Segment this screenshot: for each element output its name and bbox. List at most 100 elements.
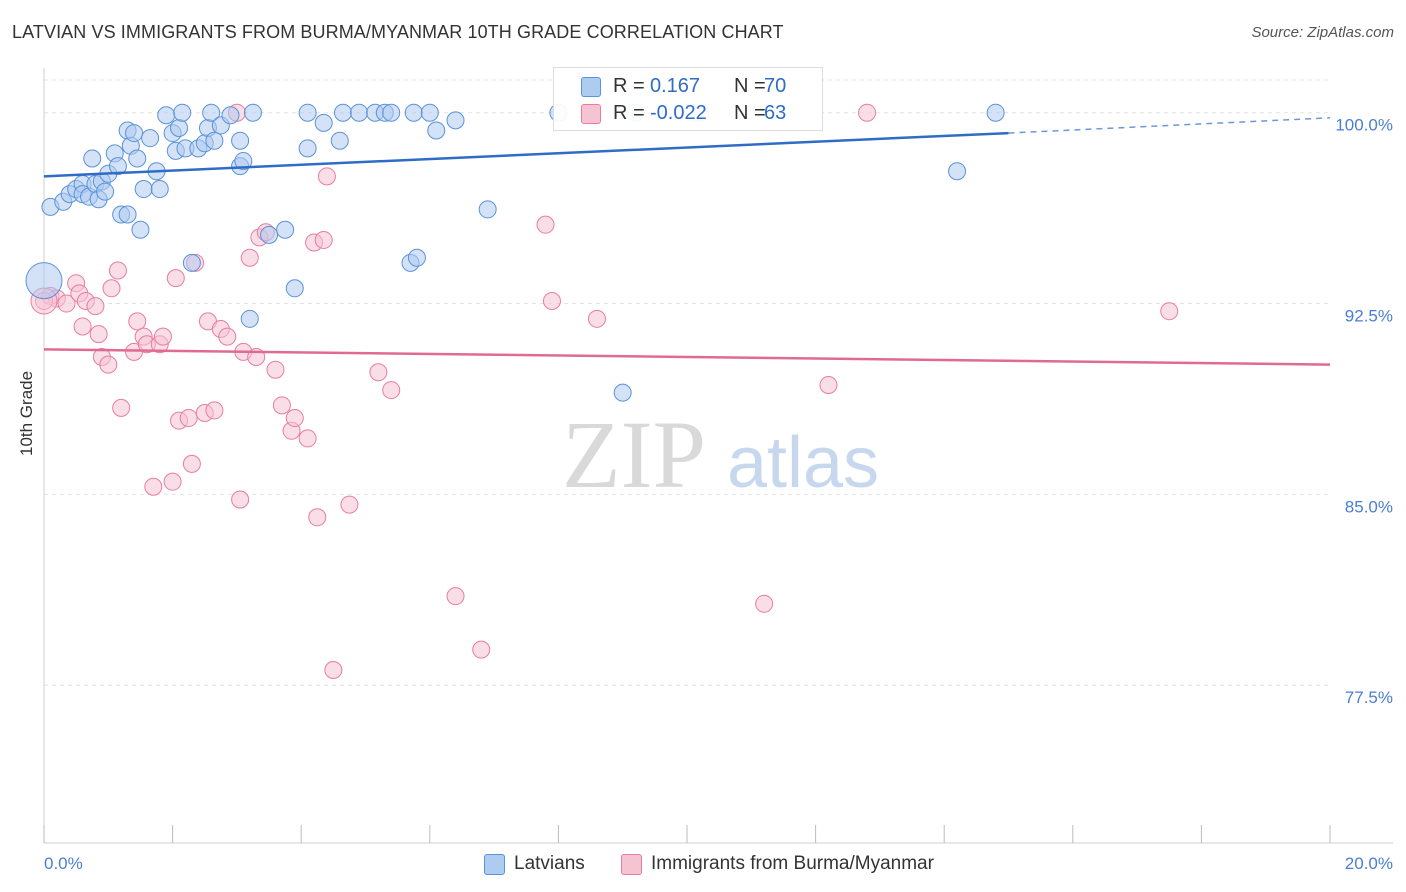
data-point-immigrants xyxy=(99,355,118,374)
trend-line-latvians-extension xyxy=(1008,117,1331,134)
data-point-latvians xyxy=(182,253,201,272)
data-point-immigrants xyxy=(179,409,198,428)
axes xyxy=(43,68,1393,844)
legend-swatch-immigrants xyxy=(581,104,601,124)
bottom-legend-label: Immigrants from Burma/Myanmar xyxy=(651,853,934,874)
bottom-legend-label: Latvians xyxy=(514,853,585,874)
legend-n-value: 70 xyxy=(764,75,787,97)
trend-line-latvians xyxy=(43,131,1009,178)
data-point-latvians xyxy=(234,152,253,171)
data-point-immigrants xyxy=(858,103,877,122)
data-point-latvians xyxy=(221,106,240,125)
data-point-latvians xyxy=(128,149,147,168)
data-point-immigrants xyxy=(314,230,333,249)
legend-swatch-latvians xyxy=(581,77,601,97)
data-point-latvians xyxy=(240,309,259,328)
data-point-latvians xyxy=(333,103,352,122)
data-point-latvians xyxy=(407,248,426,267)
data-point-latvians xyxy=(420,103,439,122)
legend-row-latvians: R = 0.167 N = 70 xyxy=(554,72,822,100)
data-point-immigrants xyxy=(340,495,359,514)
data-point-immigrants xyxy=(536,215,555,234)
watermark: ZIP atlas xyxy=(562,401,879,508)
watermark-atlas: atlas xyxy=(727,423,879,503)
data-point-latvians xyxy=(157,106,176,125)
data-point-latvians xyxy=(298,139,317,158)
data-point-latvians xyxy=(134,180,153,199)
data-point-immigrants xyxy=(102,279,121,298)
data-point-latvians xyxy=(314,113,333,132)
data-point-immigrants xyxy=(587,309,606,328)
y-tick-label: 92.5% xyxy=(1345,307,1393,326)
legend-n-value: 63 xyxy=(764,102,787,124)
data-point-immigrants xyxy=(266,360,285,379)
bottom-legend-swatch-latvians xyxy=(484,854,505,875)
data-point-immigrants xyxy=(272,396,291,415)
data-point-latvians xyxy=(150,180,169,199)
data-point-latvians xyxy=(986,103,1005,122)
data-point-latvians xyxy=(478,200,497,219)
data-point-latvians xyxy=(446,111,465,130)
data-point-latvians xyxy=(118,205,137,224)
data-point-immigrants xyxy=(819,375,838,394)
data-point-latvians xyxy=(83,149,102,168)
legend-r-label: R = xyxy=(613,102,645,124)
data-point-immigrants xyxy=(182,454,201,473)
trend-lines xyxy=(43,117,1331,366)
legend: R = 0.167 N = 70 R = -0.022 N = 63 xyxy=(553,67,823,131)
data-point-latvians xyxy=(202,103,221,122)
data-point-latvians xyxy=(260,225,279,244)
data-point-latvians xyxy=(170,118,189,137)
legend-r-label: R = xyxy=(613,75,645,97)
data-point-latvians xyxy=(613,383,632,402)
source-label: Source: ZipAtlas.com xyxy=(1251,24,1394,41)
data-point-immigrants xyxy=(89,325,108,344)
y-tick-label: 77.5% xyxy=(1345,688,1393,707)
trend-line-immigrants xyxy=(43,348,1331,366)
data-point-immigrants xyxy=(163,472,182,491)
data-point-immigrants xyxy=(144,477,163,496)
data-point-immigrants xyxy=(73,317,92,336)
data-point-latvians xyxy=(243,103,262,122)
chart-title: LATVIAN VS IMMIGRANTS FROM BURMA/MYANMAR… xyxy=(12,22,784,42)
data-point-immigrants xyxy=(86,297,105,316)
data-point-immigrants xyxy=(240,248,259,267)
data-point-latvians xyxy=(404,103,423,122)
data-point-immigrants xyxy=(128,312,147,331)
y-tick-label: 100.0% xyxy=(1335,116,1393,135)
data-point-immigrants xyxy=(298,429,317,448)
data-point-immigrants xyxy=(166,269,185,288)
data-point-latvians xyxy=(173,103,192,122)
data-point-immigrants xyxy=(755,594,774,613)
data-point-latvians xyxy=(330,131,349,150)
series-immigrants-points xyxy=(30,103,1179,679)
bottom-legend: Latvians Immigrants from Burma/Myanmar xyxy=(0,852,1406,878)
data-point-latvians xyxy=(298,103,317,122)
data-point-latvians-large xyxy=(25,262,63,300)
data-point-immigrants xyxy=(382,381,401,400)
data-point-latvians xyxy=(131,220,150,239)
data-point-latvians xyxy=(350,103,369,122)
data-point-immigrants xyxy=(324,660,343,679)
data-point-immigrants xyxy=(205,401,224,420)
watermark-zip: ZIP xyxy=(562,401,706,508)
data-point-immigrants xyxy=(369,363,388,382)
data-point-latvians xyxy=(231,131,250,150)
series-latvians-points xyxy=(25,103,1005,402)
data-point-immigrants xyxy=(317,167,336,186)
data-point-immigrants xyxy=(218,327,237,346)
data-point-latvians xyxy=(125,124,144,143)
data-point-immigrants xyxy=(1160,302,1179,321)
data-point-immigrants xyxy=(112,398,131,417)
data-point-latvians xyxy=(96,182,115,201)
data-point-immigrants xyxy=(153,327,172,346)
data-point-latvians xyxy=(205,131,224,150)
data-point-immigrants xyxy=(308,508,327,527)
data-point-immigrants xyxy=(542,292,561,311)
y-tick-label: 85.0% xyxy=(1345,497,1393,516)
data-point-latvians xyxy=(382,103,401,122)
data-point-latvians xyxy=(285,279,304,298)
bottom-legend-swatch-immigrants xyxy=(621,854,642,875)
data-point-latvians xyxy=(427,121,446,140)
data-point-latvians xyxy=(141,129,160,148)
